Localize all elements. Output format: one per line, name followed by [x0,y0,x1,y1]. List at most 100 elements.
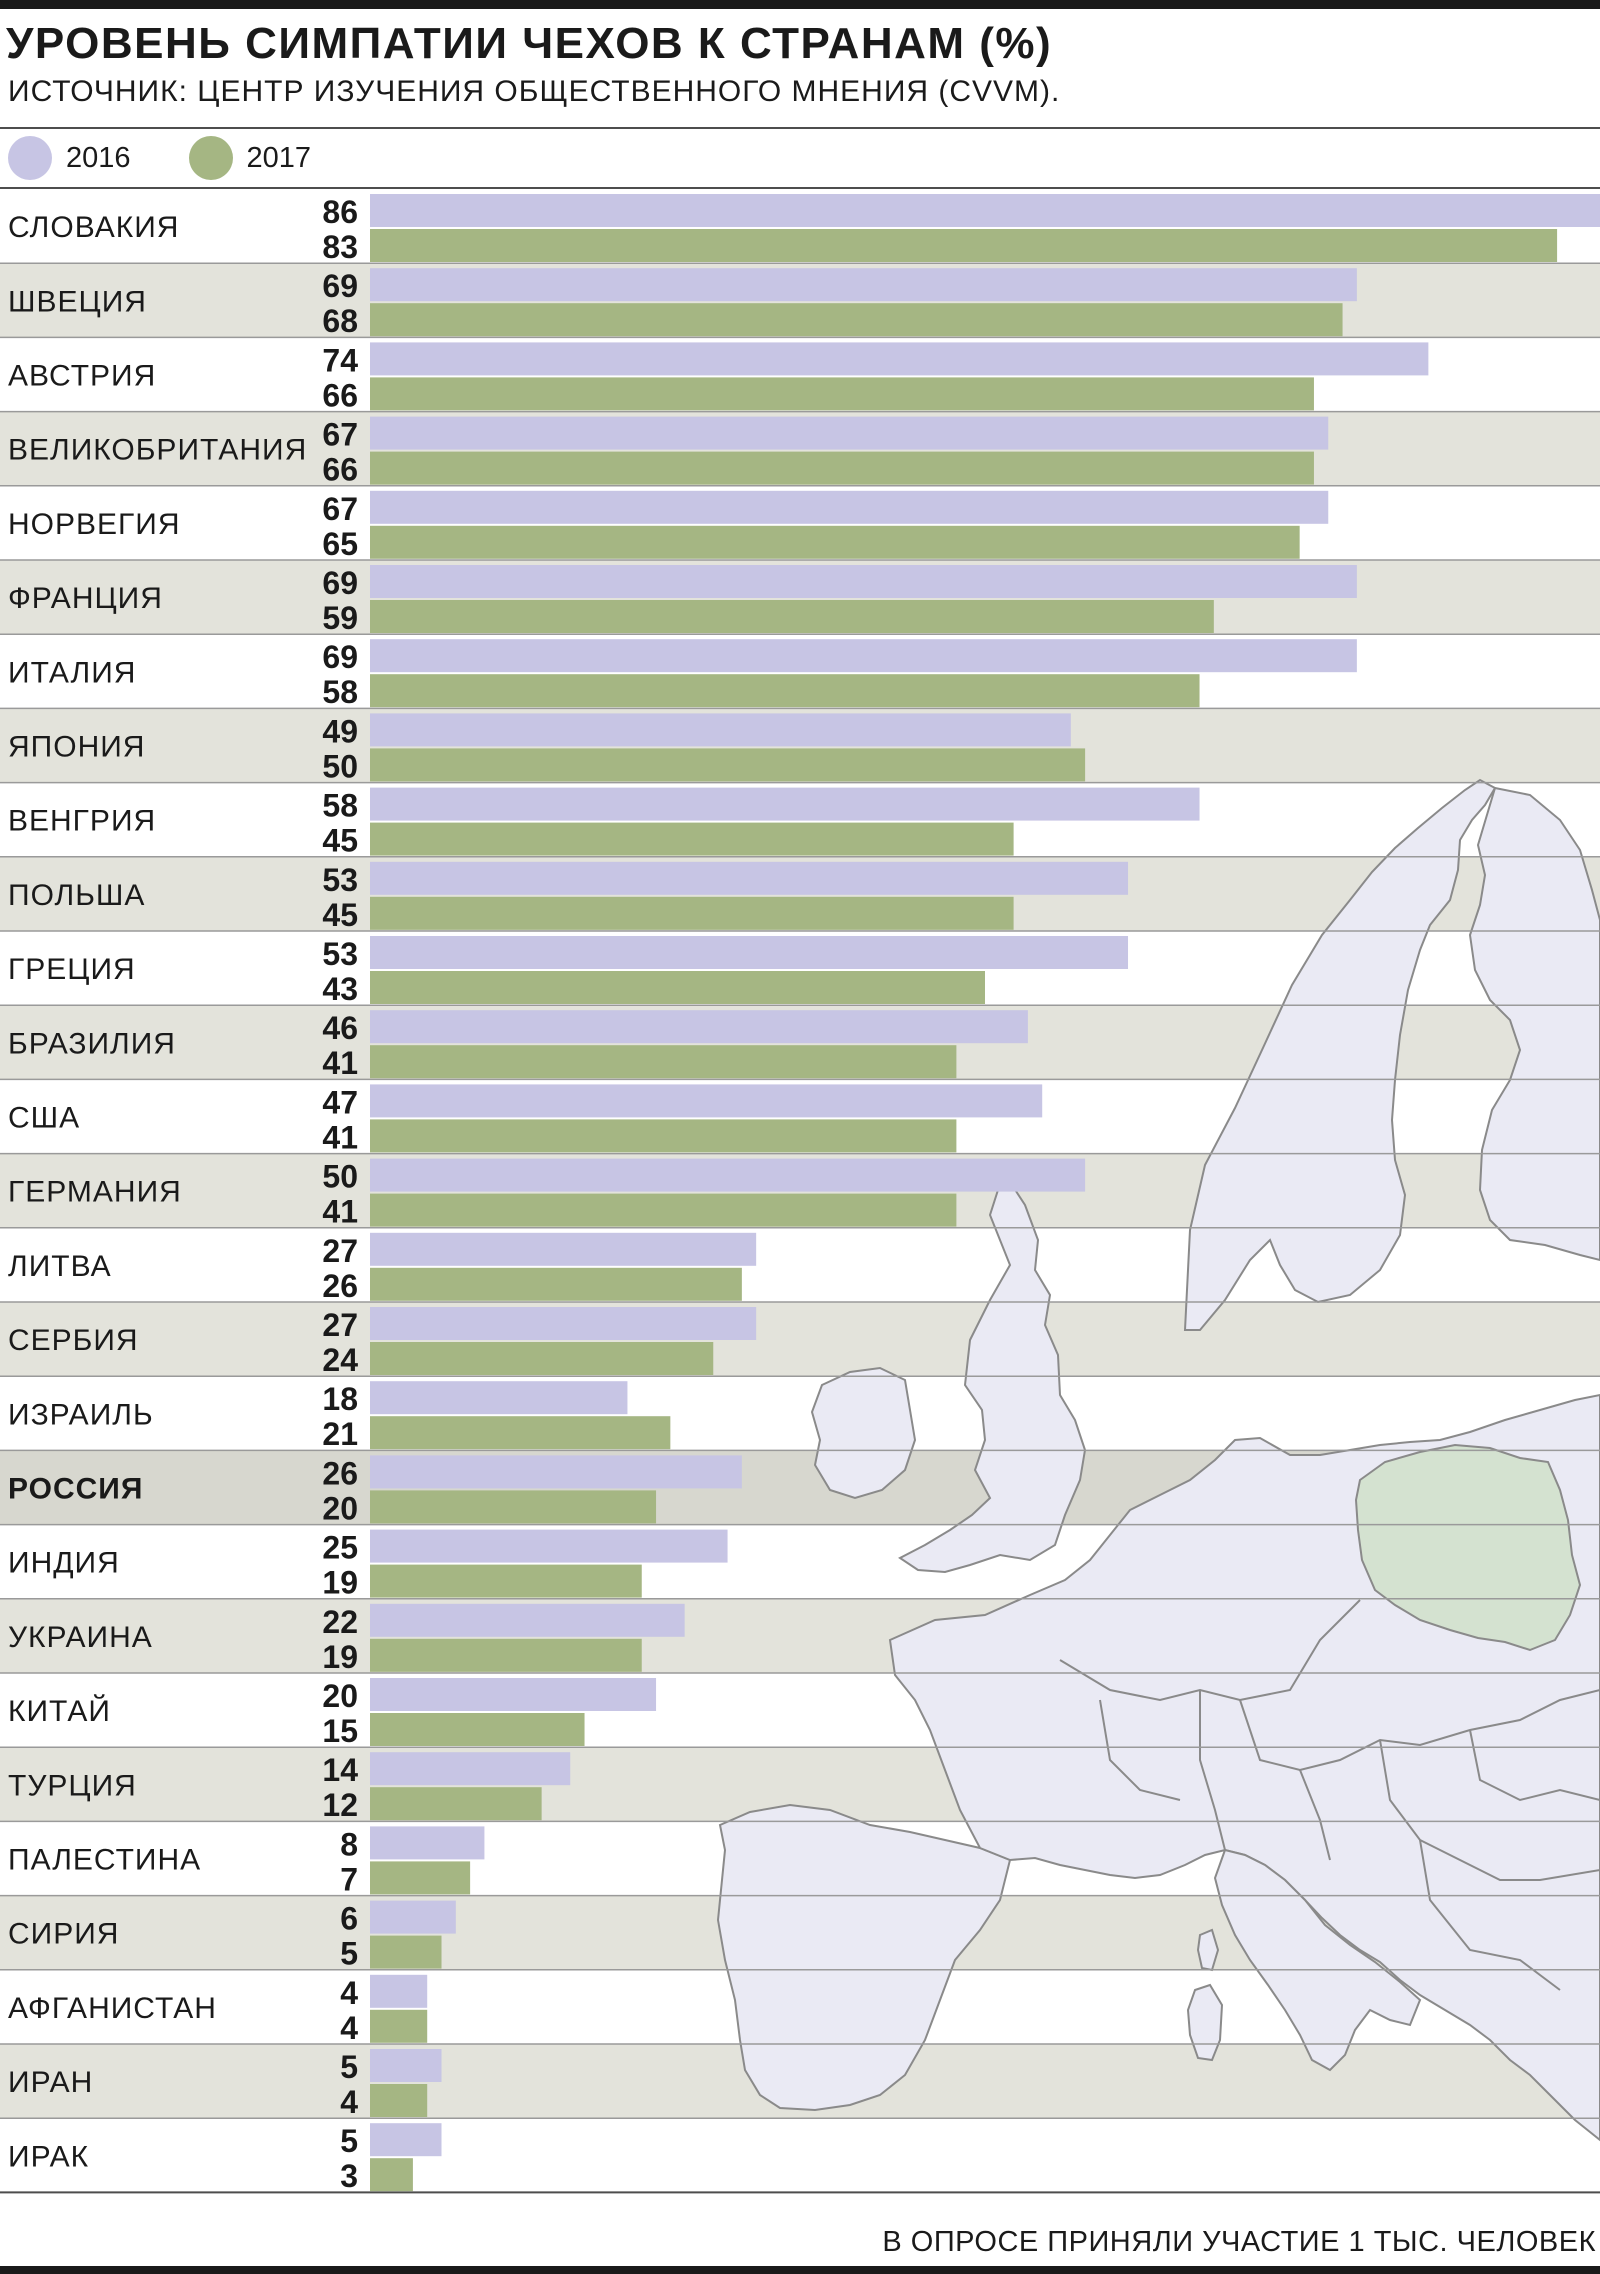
value-label-2016-италия: 69 [322,639,358,675]
category-label-греция: ГРЕЦИЯ [8,953,136,986]
legend-item-2016: 2016 [8,136,131,180]
bar-2016-израиль [370,1381,628,1415]
value-label-2017-франция: 59 [322,600,358,636]
legend-swatch-2016 [8,136,52,180]
bar-2017-сирия [370,1935,442,1969]
bar-2016-бразилия [370,1010,1028,1044]
category-label-польша: ПОЛЬША [8,879,145,912]
bar-2017-сербия [370,1342,714,1375]
category-label-афганистан: АФГАНИСТАН [8,1992,217,2025]
bars [370,194,1600,2192]
category-label-сербия: СЕРБИЯ [8,1324,139,1357]
bar-2016-норвегия [370,490,1329,524]
bar-2017-италия [370,674,1200,708]
category-label-россия: РОССИЯ [8,1473,143,1506]
bar-2017-великобритания [370,451,1314,485]
value-label-2016-норвегия: 67 [322,491,358,527]
bottom-rule [0,2266,1600,2274]
value-label-2016-израиль: 18 [322,1381,358,1417]
category-label-швеция: ШВЕЦИЯ [8,285,147,318]
value-label-2016-украина: 22 [322,1604,358,1640]
bar-2016-афганистан [370,1974,428,2008]
bar-2016-китай [370,1678,657,1711]
value-label-2016-китай: 20 [322,1678,358,1714]
bar-2017-греция [370,971,985,1004]
value-label-2017-сербия: 24 [322,1342,358,1378]
category-label-сирия: СИРИЯ [8,1918,119,1951]
category-label-иран: ИРАН [8,2066,93,2099]
map-italy [1213,1848,1422,2072]
value-label-2017-ирак: 3 [340,2158,358,2194]
value-label-2016-венгрия: 58 [322,788,358,824]
value-label-2017-индия: 19 [322,1565,358,1601]
value-label-2017-россия: 20 [322,1490,358,1526]
bar-2017-иран [370,2084,428,2117]
bar-2017-германия [370,1193,957,1227]
category-label-италия: ИТАЛИЯ [8,656,136,689]
bar-2016-венгрия [370,787,1200,821]
value-label-2016-ирак: 5 [340,2123,358,2159]
row-background [0,1302,1600,1377]
value-label-2017-швеция: 68 [322,303,358,339]
legend-item-2017: 2017 [188,136,311,180]
value-label-2016-германия: 50 [322,1159,358,1195]
bar-2017-словакия [370,229,1558,262]
map-sardinia [1186,1983,1224,2062]
value-label-2017-венгрия: 45 [322,823,358,859]
category-label-израиль: ИЗРАИЛЬ [8,1398,154,1431]
bar-2016-великобритания [370,416,1329,450]
value-label-2017-израиль: 21 [322,1416,358,1452]
value-label-2017-афганистан: 4 [340,2010,358,2046]
value-label-2016-франция: 69 [322,565,358,601]
value-label-2016-великобритания: 67 [322,417,358,453]
value-label-2016-россия: 26 [322,1455,358,1491]
value-label-2016-польша: 53 [322,862,358,898]
bar-2016-турция [370,1752,571,1786]
bar-2016-греция [370,936,1129,969]
value-label-2016-словакия: 86 [322,194,358,230]
europe-map [716,778,1600,2142]
bar-2016-австрия [370,342,1429,376]
value-label-2017-литва: 26 [322,1268,358,1304]
value-label-2016-сирия: 6 [340,1901,358,1937]
value-label-2016-афганистан: 4 [340,1975,358,2011]
value-label-2017-италия: 58 [322,674,358,710]
category-label-венгрия: ВЕНГРИЯ [8,805,156,838]
divider-top [0,127,1600,129]
value-label-2016-бразилия: 46 [322,1010,358,1046]
category-label-словакия: СЛОВАКИЯ [8,211,179,244]
category-label-австрия: АВСТРИЯ [8,360,156,393]
footnote: В ОПРОСЕ ПРИНЯЛИ УЧАСТИЕ 1 ТЫС. ЧЕЛОВЕК [882,2226,1596,2258]
bar-2017-индия [370,1564,642,1598]
value-label-2017-турция: 12 [322,1787,358,1823]
bar-2016-польша [370,861,1129,895]
category-label-литва: ЛИТВА [8,1250,112,1283]
bar-2017-сша [370,1119,957,1153]
bar-2016-сербия [370,1307,757,1340]
bar-2017-палестина [370,1861,471,1895]
category-label-бразилия: БРАЗИЛИЯ [8,1027,176,1060]
bar-2016-швеция [370,268,1357,302]
bar-2017-швеция [370,303,1343,337]
value-label-2016-палестина: 8 [340,1826,358,1862]
value-label-2017-словакия: 83 [322,229,358,265]
value-label-2017-япония: 50 [322,748,358,784]
bar-2017-украина [370,1638,642,1672]
category-label-сша: США [8,1102,80,1135]
value-label-2016-индия: 25 [322,1530,358,1566]
bar-2016-палестина [370,1826,485,1860]
value-label-2017-норвегия: 65 [322,526,358,562]
bar-2017-афганистан [370,2009,428,2043]
category-label-индия: ИНДИЯ [8,1547,120,1580]
divider-legend [0,187,1600,189]
category-label-норвегия: НОРВЕГИЯ [8,508,181,541]
value-label-2016-литва: 27 [322,1233,358,1269]
map-finland [1468,786,1600,1262]
legend-swatch-2017 [188,136,233,180]
value-label-2017-сирия: 5 [340,1936,358,1972]
legend: 2016 2017 [8,134,369,182]
bar-2017-франция [370,600,1214,633]
bar-2016-украина [370,1603,685,1637]
